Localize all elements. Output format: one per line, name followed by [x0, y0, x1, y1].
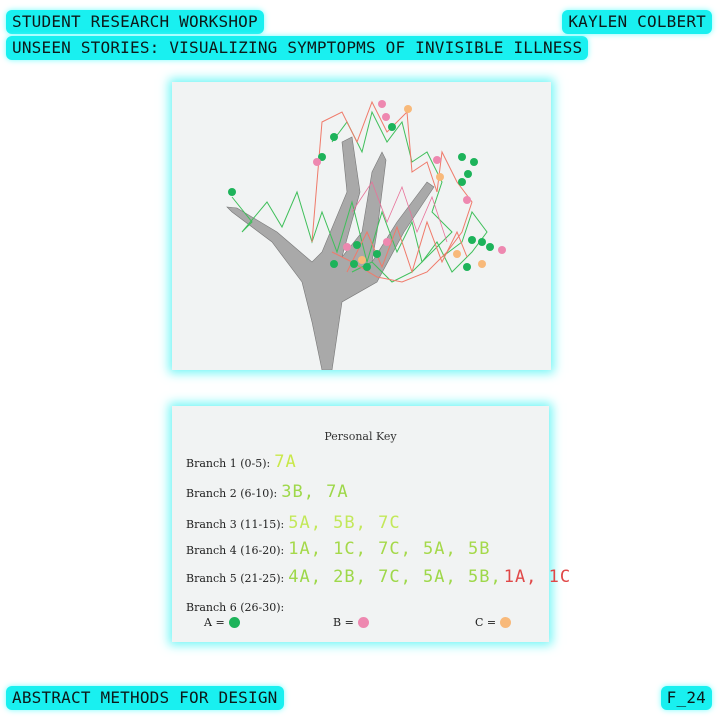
legend-label: A = [204, 616, 225, 629]
key-row-branch-1: Branch 1 (0-5): 7A [186, 452, 297, 472]
branch-value: 5A, 5B, 7C [288, 513, 401, 533]
key-row-branch-3: Branch 3 (11-15): 5A, 5B, 7C [186, 513, 401, 533]
branch-value: 7A [274, 452, 297, 472]
branch-value: 3B, 7A [281, 482, 349, 502]
key-row-branch-2: Branch 2 (6-10): 3B, 7A [186, 482, 349, 502]
key-title: Personal Key [324, 430, 397, 443]
branch-label: Branch 5 (21-25): [186, 572, 285, 585]
tree-drawing [226, 100, 506, 371]
author-name: KAYLEN COLBERT [562, 10, 712, 34]
workshop-title: STUDENT RESEARCH WORKSHOP [6, 10, 264, 34]
green-dot-icon [228, 617, 240, 628]
branch-value: 4A, 2B, 7C, 5A, 5B, [288, 567, 502, 587]
pink-dot-icon [357, 617, 369, 628]
branch-label: Branch 4 (16-20): [186, 544, 285, 557]
legend-label: B = [333, 616, 354, 629]
course-code: F_24 [660, 686, 712, 710]
legend-label: C = [475, 616, 497, 629]
legend-a: A = [204, 616, 240, 629]
legend-b: B = [333, 616, 369, 629]
tree-drawing-photo [172, 82, 551, 371]
project-title: UNSEEN STORIES: VISUALIZING SYMPTOPMS OF… [6, 36, 589, 60]
key-row-branch-5: Branch 5 (21-25): 4A, 2B, 7C, 5A, 5B, 1A, … [186, 567, 571, 587]
branch-label: Branch 1 (0-5): [186, 457, 271, 470]
branch-value-red: 1A, 1C [503, 567, 572, 587]
key-row-branch-4: Branch 4 (16-20): 1A, 1C, 7C, 5A, 5B [186, 539, 490, 559]
branch-label: Branch 3 (11-15): [186, 518, 285, 531]
course-name: ABSTRACT METHODS FOR DESIGN [6, 686, 284, 710]
symptom-dots [228, 100, 506, 271]
branch-label: Branch 6 (26-30): [186, 601, 285, 614]
branch-value: 1A, 1C, 7C, 5A, 5B [288, 539, 491, 559]
orange-dot-icon [500, 617, 512, 628]
branch-label: Branch 2 (6-10): [186, 487, 278, 500]
personal-key-card: Personal Key Branch 1 (0-5): 7A Branch 2 … [172, 406, 570, 642]
key-row-branch-6: Branch 6 (26-30): [186, 596, 288, 616]
legend-c: C = [475, 616, 512, 629]
